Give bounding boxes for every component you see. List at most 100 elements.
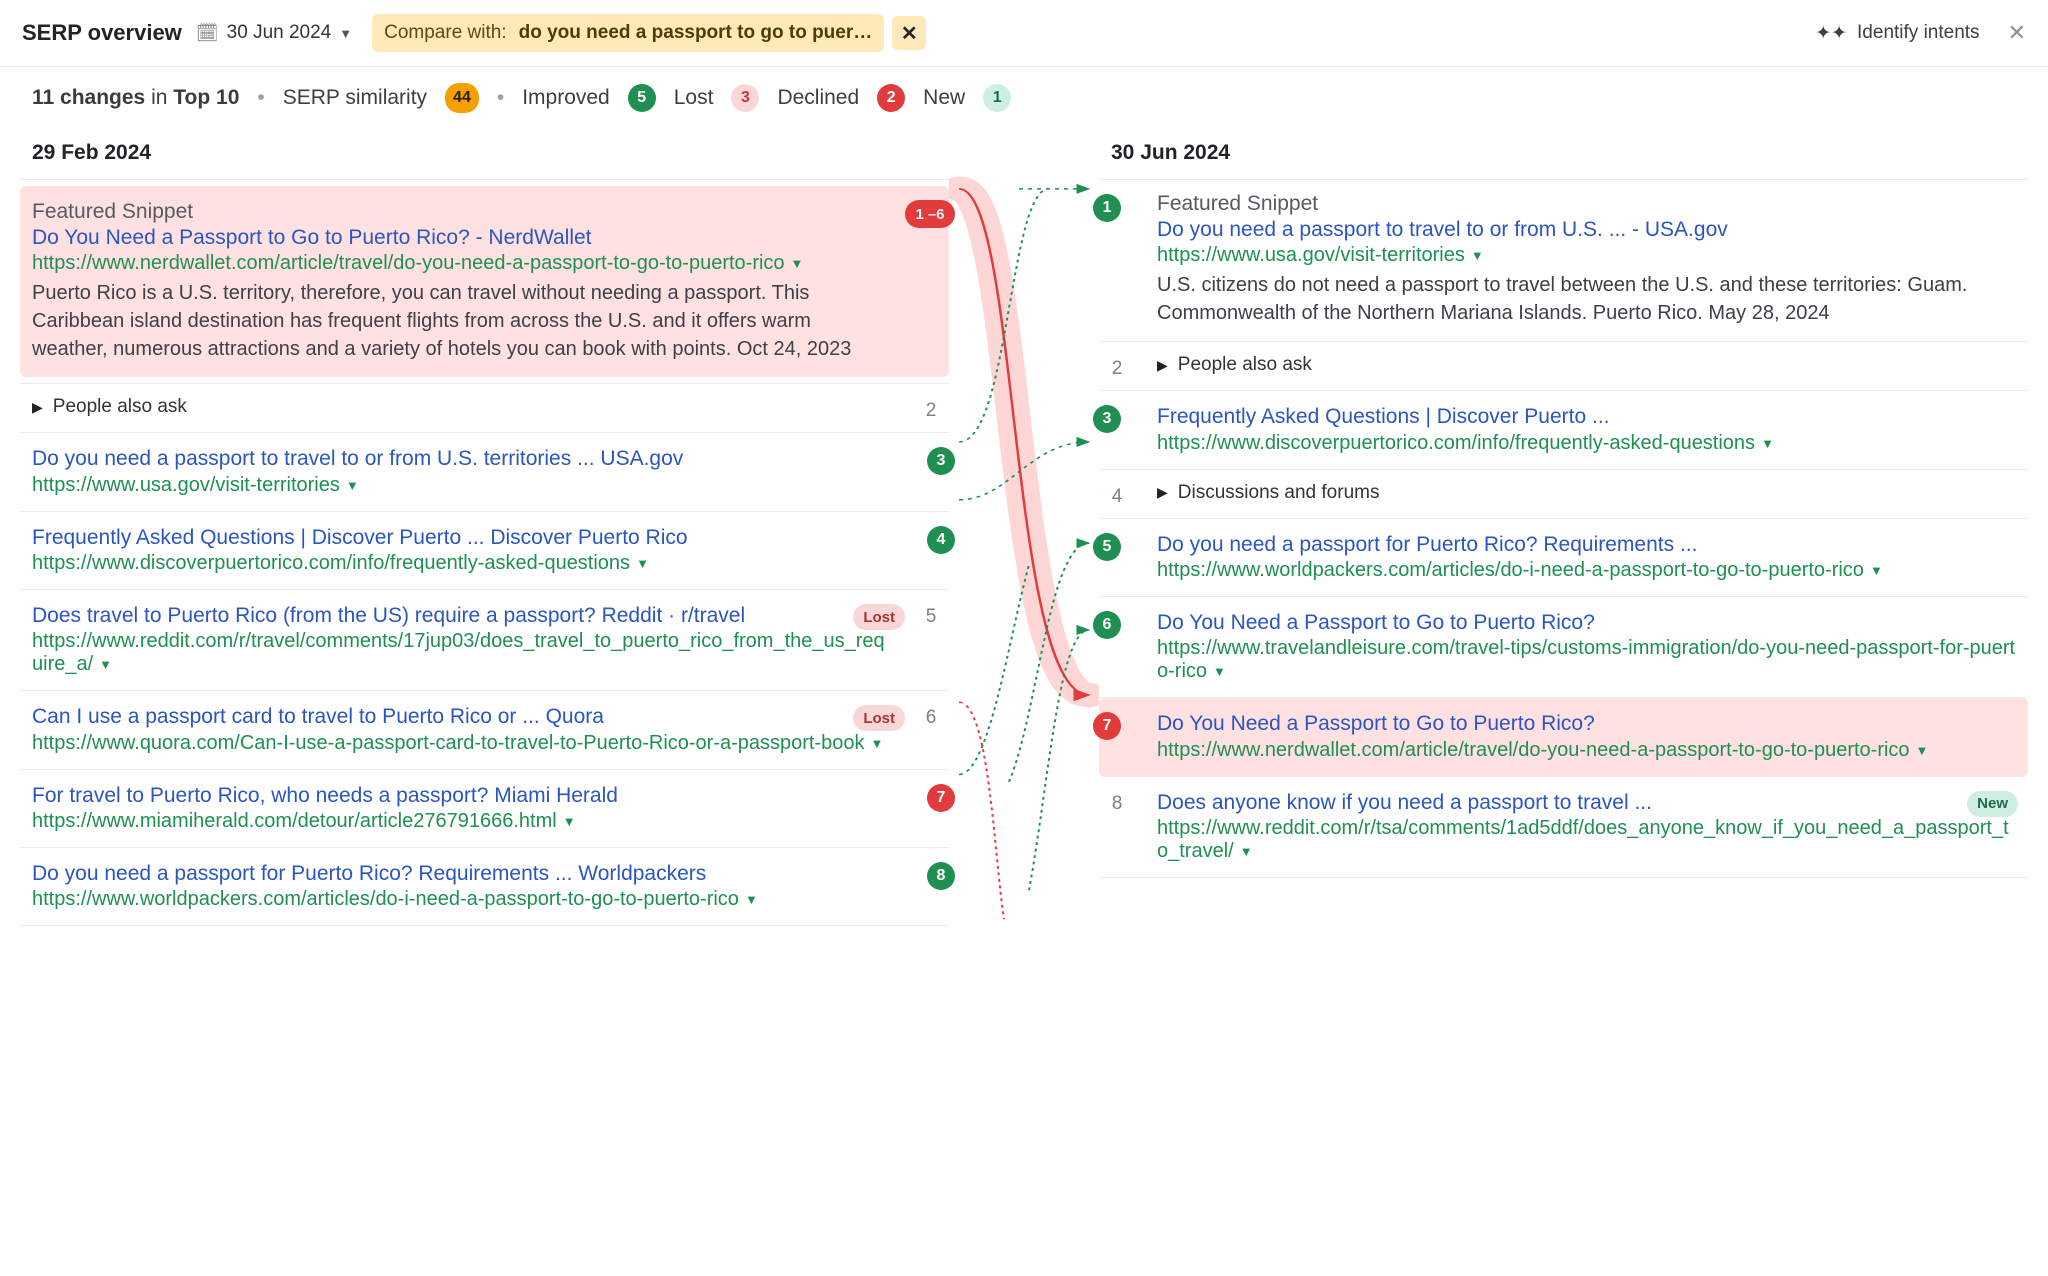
serp-result[interactable]: Do you need a passport to travel to or f… <box>32 445 891 496</box>
chevron-down-icon[interactable]: ▼ <box>346 478 359 493</box>
left-column: 29 Feb 2024 1 –6 Featured Snippet Do You… <box>20 131 949 926</box>
chevron-down-icon[interactable]: ▼ <box>99 657 112 672</box>
serp-result[interactable]: Does travel to Puerto Rico (from the US)… <box>32 602 891 676</box>
rank-badge: 3 <box>1093 405 1121 433</box>
rank-badge: 5 <box>1093 533 1121 561</box>
result-url[interactable]: https://www.quora.com/Can-I-use-a-passpo… <box>32 732 865 754</box>
result-title[interactable]: Do you need a passport for Puerto Rico? … <box>32 860 891 888</box>
serp-result[interactable]: Does anyone know if you need a passport … <box>1157 789 2016 863</box>
date-picker[interactable]: 🗓 30 Jun 2024 ▼ <box>196 22 352 44</box>
chevron-down-icon[interactable]: ▼ <box>1870 563 1883 578</box>
serp-result[interactable]: Do you need a passport for Puerto Rico? … <box>32 860 891 911</box>
serp-row: 1 –6 Featured Snippet Do You Need a Pass… <box>20 186 949 377</box>
chevron-down-icon[interactable]: ▼ <box>563 814 576 829</box>
new-badge: 1 <box>983 84 1011 112</box>
topbar: SERP overview 🗓 30 Jun 2024 ▼ Compare wi… <box>0 0 2048 67</box>
chevron-down-icon: ▼ <box>339 26 352 41</box>
result-url[interactable]: https://www.usa.gov/visit-territories <box>32 474 340 496</box>
serp-row: 3 Do you need a passport to travel to or… <box>20 433 949 511</box>
result-title[interactable]: Do You Need a Passport to Go to Puerto R… <box>32 224 891 252</box>
result-url[interactable]: https://www.discoverpuertorico.com/info/… <box>32 552 630 574</box>
result-url[interactable]: https://www.worldpackers.com/articles/do… <box>1157 559 1864 581</box>
result-url[interactable]: https://www.nerdwallet.com/article/trave… <box>32 252 785 274</box>
connectors-svg <box>949 131 1099 926</box>
result-title[interactable]: Do You Need a Passport to Go to Puerto R… <box>1157 710 2016 738</box>
panel-close-button[interactable]: ✕ <box>2008 20 2026 46</box>
featured-snippet-label: Featured Snippet <box>32 200 891 224</box>
result-title[interactable]: Do You Need a Passport to Go to Puerto R… <box>1157 609 2016 637</box>
serp-result[interactable]: Do You Need a Passport to Go to Puerto R… <box>1157 710 2016 761</box>
serp-result[interactable]: Do you need a passport to travel to or f… <box>1157 216 2016 327</box>
compare-query: do you need a passport to go to puer… <box>519 22 873 44</box>
result-title[interactable]: For travel to Puerto Rico, who needs a p… <box>32 782 891 810</box>
improved-label: Improved <box>522 86 610 110</box>
rank-number: 5 <box>917 606 945 628</box>
result-url[interactable]: https://www.miamiherald.com/detour/artic… <box>32 810 557 832</box>
serp-row: 5 Lost Does travel to Puerto Rico (from … <box>20 590 949 691</box>
serp-result[interactable]: Frequently Asked Questions | Discover Pu… <box>32 524 891 575</box>
compare-close-button[interactable]: ✕ <box>892 16 926 50</box>
declined-label: Declined <box>777 86 859 110</box>
chevron-right-icon: ▶ <box>1157 484 1168 501</box>
chevron-down-icon[interactable]: ▼ <box>745 892 758 907</box>
changes-number: 11 changes <box>32 86 145 109</box>
chevron-down-icon[interactable]: ▼ <box>791 256 804 271</box>
result-url[interactable]: https://www.discoverpuertorico.com/info/… <box>1157 432 1755 454</box>
chevron-down-icon[interactable]: ▼ <box>1240 844 1253 859</box>
result-title[interactable]: Frequently Asked Questions | Discover Pu… <box>1157 403 2016 431</box>
result-title[interactable]: Do you need a passport to travel to or f… <box>1157 216 2016 244</box>
featured-snippet-label: Featured Snippet <box>1157 192 2016 216</box>
serp-row: 2 ▶ People also ask <box>20 383 949 433</box>
serp-result[interactable]: Can I use a passport card to travel to P… <box>32 703 891 754</box>
serp-row: 1 Featured Snippet Do you need a passpor… <box>1099 180 2028 342</box>
result-url[interactable]: https://www.nerdwallet.com/article/trave… <box>1157 739 1910 761</box>
date-label: 30 Jun 2024 <box>227 22 332 44</box>
connector-gutter <box>949 131 1099 926</box>
serp-result[interactable]: Do You Need a Passport to Go to Puerto R… <box>32 224 891 363</box>
sparkle-icon: ✦✦ <box>1815 22 1847 45</box>
rank-badge: 7 <box>1093 712 1121 740</box>
serp-result[interactable]: Do you need a passport for Puerto Rico? … <box>1157 531 2016 582</box>
identify-intents-button[interactable]: ✦✦ Identify intents <box>1815 22 1979 45</box>
improved-badge: 5 <box>628 84 656 112</box>
lost-tag: Lost <box>853 604 905 630</box>
chevron-down-icon[interactable]: ▼ <box>1213 664 1226 679</box>
result-url[interactable]: https://www.travelandleisure.com/travel-… <box>1157 637 2015 682</box>
result-title[interactable]: Does anyone know if you need a passport … <box>1157 789 2016 817</box>
chevron-down-icon[interactable]: ▼ <box>636 556 649 571</box>
rank-badge: 6 <box>1093 611 1121 639</box>
chevron-down-icon[interactable]: ▼ <box>1471 248 1484 263</box>
result-snippet: Puerto Rico is a U.S. territory, therefo… <box>32 279 891 363</box>
rank-number: 6 <box>917 707 945 729</box>
serp-result[interactable]: Do You Need a Passport to Go to Puerto R… <box>1157 609 2016 683</box>
serp-row: 6 Lost Can I use a passport card to trav… <box>20 691 949 769</box>
serp-row: 4 Frequently Asked Questions | Discover … <box>20 512 949 590</box>
discussions-label: Discussions and forums <box>1178 482 1380 504</box>
people-also-ask-expander[interactable]: ▶ People also ask <box>1157 354 2016 376</box>
result-url[interactable]: https://www.worldpackers.com/articles/do… <box>32 888 739 910</box>
chevron-down-icon[interactable]: ▼ <box>1761 436 1774 451</box>
serp-result[interactable]: For travel to Puerto Rico, who needs a p… <box>32 782 891 833</box>
discussions-expander[interactable]: ▶ Discussions and forums <box>1157 482 2016 504</box>
result-url[interactable]: https://www.usa.gov/visit-territories <box>1157 244 1465 266</box>
result-url[interactable]: https://www.reddit.com/r/tsa/comments/1a… <box>1157 817 2009 862</box>
result-title[interactable]: Do you need a passport for Puerto Rico? … <box>1157 531 2016 559</box>
compare-prefix: Compare with: <box>384 22 507 44</box>
result-title[interactable]: Can I use a passport card to travel to P… <box>32 703 891 731</box>
new-label: New <box>923 86 965 110</box>
rank-number: 8 <box>1103 793 1131 815</box>
close-icon: ✕ <box>901 21 918 46</box>
serp-row: 3 Frequently Asked Questions | Discover … <box>1099 391 2028 469</box>
compare-chip[interactable]: Compare with: do you need a passport to … <box>372 14 884 52</box>
serp-row: 8 New Does anyone know if you need a pas… <box>1099 777 2028 878</box>
chevron-down-icon[interactable]: ▼ <box>1916 743 1929 758</box>
people-also-ask-expander[interactable]: ▶ People also ask <box>32 396 891 418</box>
chevron-down-icon[interactable]: ▼ <box>871 736 884 751</box>
result-title[interactable]: Does travel to Puerto Rico (from the US)… <box>32 602 891 630</box>
right-date-heading: 30 Jun 2024 <box>1099 131 2028 180</box>
result-title[interactable]: Do you need a passport to travel to or f… <box>32 445 891 473</box>
result-url[interactable]: https://www.reddit.com/r/travel/comments… <box>32 630 885 675</box>
result-title[interactable]: Frequently Asked Questions | Discover Pu… <box>32 524 891 552</box>
close-icon: ✕ <box>2008 20 2026 45</box>
serp-result[interactable]: Frequently Asked Questions | Discover Pu… <box>1157 403 2016 454</box>
